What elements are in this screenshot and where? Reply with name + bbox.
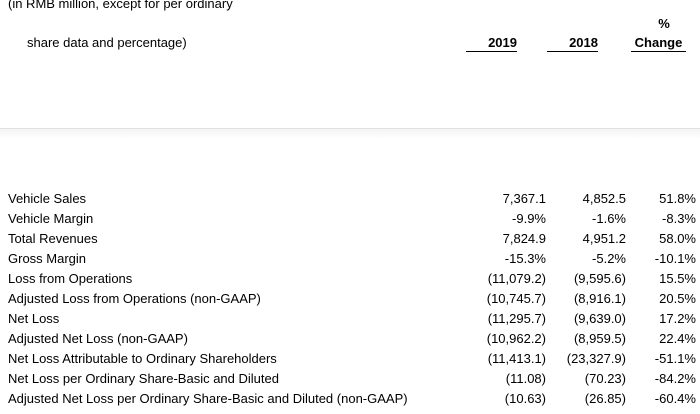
value-2018: (9,595.6) <box>573 271 626 286</box>
table-caption-line-2: share data and percentage) <box>27 35 187 50</box>
row-label: Vehicle Sales <box>8 191 87 206</box>
table-row: Gross Margin -15.3% -5.2% -10.1% <box>0 249 696 269</box>
table-row: Net Loss per Ordinary Share-Basic and Di… <box>0 369 696 389</box>
value-2018: (26.85) <box>584 391 626 406</box>
value-change: 15.5% <box>659 271 696 286</box>
value-2019: (11,413.1) <box>487 351 546 366</box>
value-change: -10.1% <box>654 251 696 266</box>
row-label: Loss from Operations <box>8 271 133 286</box>
value-2018: (70.23) <box>584 371 626 386</box>
row-label: Adjusted Net Loss per Ordinary Share-Bas… <box>8 391 408 406</box>
value-change: 58.0% <box>659 231 696 246</box>
value-change: 17.2% <box>659 311 696 326</box>
column-header-2018: 2018 <box>547 35 598 52</box>
value-2018: -1.6% <box>592 211 626 226</box>
value-2019: (11,079.2) <box>487 271 546 286</box>
table-row: Adjusted Loss from Operations (non-GAAP)… <box>0 289 696 309</box>
row-label: Total Revenues <box>8 231 98 246</box>
column-header-change: Change <box>631 35 686 52</box>
value-2018: (23,327.9) <box>566 351 626 366</box>
table-row: Vehicle Sales 7,367.1 4,852.5 51.8% <box>0 189 696 209</box>
value-2018: (9,639.0) <box>573 311 626 326</box>
row-label: Net Loss <box>8 311 60 326</box>
table-row: Total Revenues 7,824.9 4,951.2 58.0% <box>0 229 696 249</box>
value-change: -60.4% <box>654 391 696 406</box>
row-label: Adjusted Net Loss (non-GAAP) <box>8 331 188 346</box>
value-2019: (11,295.7) <box>487 311 546 326</box>
value-2019: (10,745.7) <box>486 291 546 306</box>
value-2018: 4,951.2 <box>582 231 626 246</box>
row-label: Adjusted Loss from Operations (non-GAAP) <box>8 291 261 306</box>
value-2019: -9.9% <box>512 211 546 226</box>
value-change: -51.1% <box>654 351 696 366</box>
column-header-percent-symbol: % <box>658 16 670 31</box>
row-label: Gross Margin <box>8 251 87 266</box>
section-divider <box>0 128 700 139</box>
value-2019: (10,962.2) <box>486 331 546 346</box>
table-row: Net Loss (11,295.7) (9,639.0) 17.2% <box>0 309 696 329</box>
value-2018: (8,959.5) <box>573 331 626 346</box>
table-row: Vehicle Margin -9.9% -1.6% -8.3% <box>0 209 696 229</box>
column-header-2019: 2019 <box>466 35 517 52</box>
value-change: -8.3% <box>662 211 696 226</box>
value-2019: (10.63) <box>504 391 546 406</box>
value-2018: (8,916.1) <box>573 291 626 306</box>
value-2019: (11.08) <box>505 371 546 386</box>
table-caption-line-1: (in RMB million, except for per ordinary <box>8 0 233 11</box>
value-change: 51.8% <box>659 191 696 206</box>
value-2019: 7,367.1 <box>502 191 546 206</box>
table-row: Adjusted Net Loss per Ordinary Share-Bas… <box>0 389 696 409</box>
value-2018: -5.2% <box>592 251 626 266</box>
value-change: 22.4% <box>659 331 696 346</box>
value-change: 20.5% <box>659 291 696 306</box>
table-row: Net Loss Attributable to Ordinary Shareh… <box>0 349 696 369</box>
value-2019: -15.3% <box>504 251 546 266</box>
value-2018: 4,852.5 <box>582 191 626 206</box>
value-change: -84.2% <box>654 371 696 386</box>
row-label: Net Loss per Ordinary Share-Basic and Di… <box>8 371 279 386</box>
table-row: Adjusted Net Loss (non-GAAP) (10,962.2) … <box>0 329 696 349</box>
financial-summary-table: Vehicle Sales 7,367.1 4,852.5 51.8% Vehi… <box>0 189 696 409</box>
table-row: Loss from Operations (11,079.2) (9,595.6… <box>0 269 696 289</box>
value-2019: 7,824.9 <box>502 231 546 246</box>
row-label: Net Loss Attributable to Ordinary Shareh… <box>8 351 277 366</box>
row-label: Vehicle Margin <box>8 211 94 226</box>
